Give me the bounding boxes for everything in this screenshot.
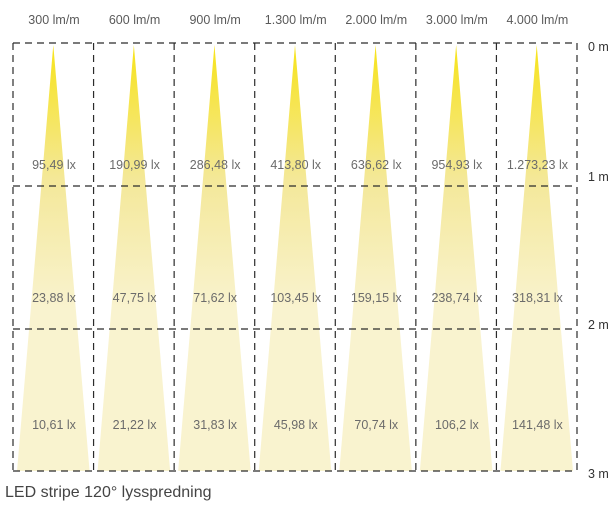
column-header: 3.000 lm/m (425, 13, 488, 27)
lux-value: 954,93 lx (431, 158, 483, 172)
lux-value: 106,2 lx (434, 418, 479, 432)
lux-value: 1.273,23 lx (506, 158, 568, 172)
lux-value: 238,74 lx (431, 291, 483, 305)
lux-value: 141,48 lx (512, 418, 563, 432)
lux-value: 23,88 lx (32, 291, 76, 305)
distance-label: 3 m (588, 467, 609, 481)
light-beam (339, 45, 412, 471)
lux-value: 47,75 lx (112, 291, 157, 305)
lux-value: 95,49 lx (32, 158, 76, 172)
column-header: 600 lm/m (108, 13, 161, 27)
lux-value: 318,31 lx (512, 291, 563, 305)
lux-value: 636,62 lx (350, 158, 402, 172)
diagram-caption: LED stripe 120° lysspredning (5, 484, 212, 501)
distance-label: 1 m (588, 170, 609, 184)
lux-value: 286,48 lx (189, 158, 241, 172)
light-beam (97, 45, 171, 471)
lux-value: 21,22 lx (112, 418, 157, 432)
lux-value: 31,83 lx (193, 418, 238, 432)
distance-label: 0 m (588, 40, 609, 54)
column-header: 1.300 lm/m (264, 13, 327, 27)
distance-label: 2 m (588, 318, 609, 332)
lux-value: 10,61 lx (32, 418, 76, 432)
column-header: 2.000 lm/m (345, 13, 408, 27)
column-header: 900 lm/m (189, 13, 241, 27)
light-beam (500, 45, 573, 471)
lux-value: 159,15 lx (350, 291, 402, 305)
column-header: 4.000 lm/m (506, 13, 569, 27)
lux-value: 413,80 lx (270, 158, 322, 172)
light-beam (178, 45, 251, 471)
light-beam (17, 45, 90, 471)
column-header: 300 lm/m (28, 13, 80, 27)
lux-value: 103,45 lx (270, 291, 322, 305)
lux-value: 71,62 lx (193, 291, 238, 305)
light-beam (258, 45, 332, 471)
lux-value: 190,99 lx (109, 158, 160, 172)
lux-value: 45,98 lx (273, 418, 318, 432)
light-beam (419, 45, 493, 471)
lux-value: 70,74 lx (354, 418, 399, 432)
